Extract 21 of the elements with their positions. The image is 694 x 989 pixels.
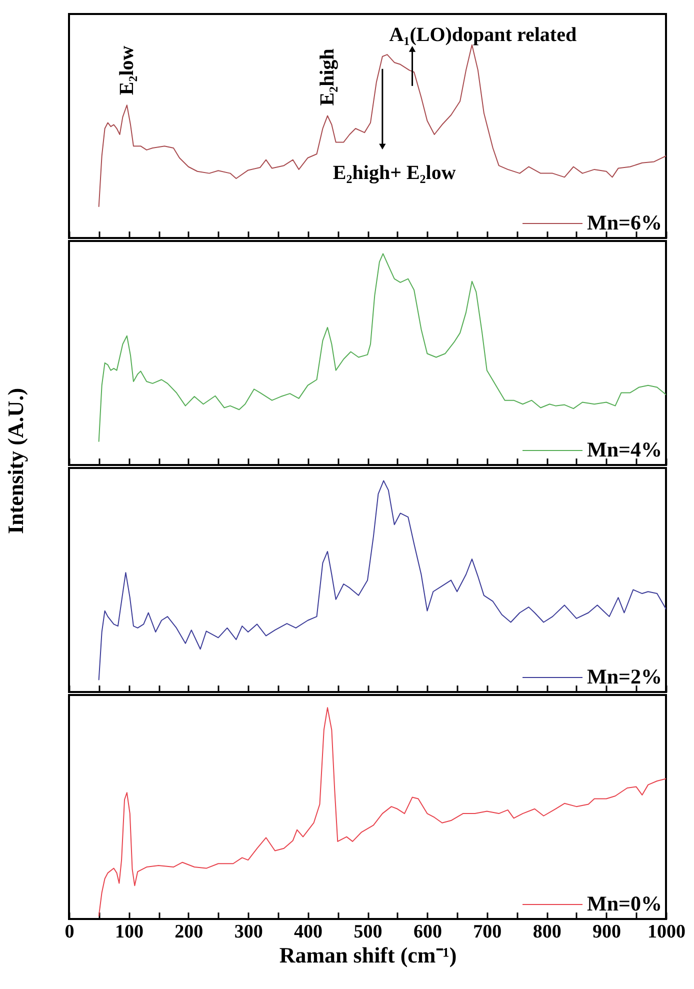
x-tick-label: 500 — [354, 922, 382, 942]
annotation: E₂high+ E₂low — [332, 162, 456, 184]
x-tick-label: 0 — [64, 922, 74, 942]
annotation: E₂low — [116, 45, 138, 96]
x-tick-label: 200 — [174, 922, 204, 942]
y-axis-title: Intensity (A.U.) — [3, 388, 29, 534]
legend-label: Mn=4% — [587, 438, 662, 462]
legend-label: Mn=0% — [587, 892, 662, 916]
x-axis-title: Raman shift (cm⁻¹) — [279, 942, 457, 968]
legend-label: Mn=2% — [587, 664, 662, 688]
x-tick-label: 700 — [473, 922, 502, 942]
x-tick-label: 800 — [532, 922, 562, 942]
x-tick-label: 900 — [592, 922, 622, 942]
annotation: E₂high — [316, 48, 338, 106]
annotation: A₁(LO)dopant related — [389, 24, 577, 46]
x-tick-label: 400 — [294, 922, 323, 942]
legend-label: Mn=6% — [587, 210, 662, 234]
x-tick-label: 300 — [234, 922, 263, 942]
x-tick-label: 600 — [413, 922, 442, 942]
x-tick-label: 100 — [114, 922, 144, 942]
x-tick-label: 1000 — [648, 922, 686, 942]
